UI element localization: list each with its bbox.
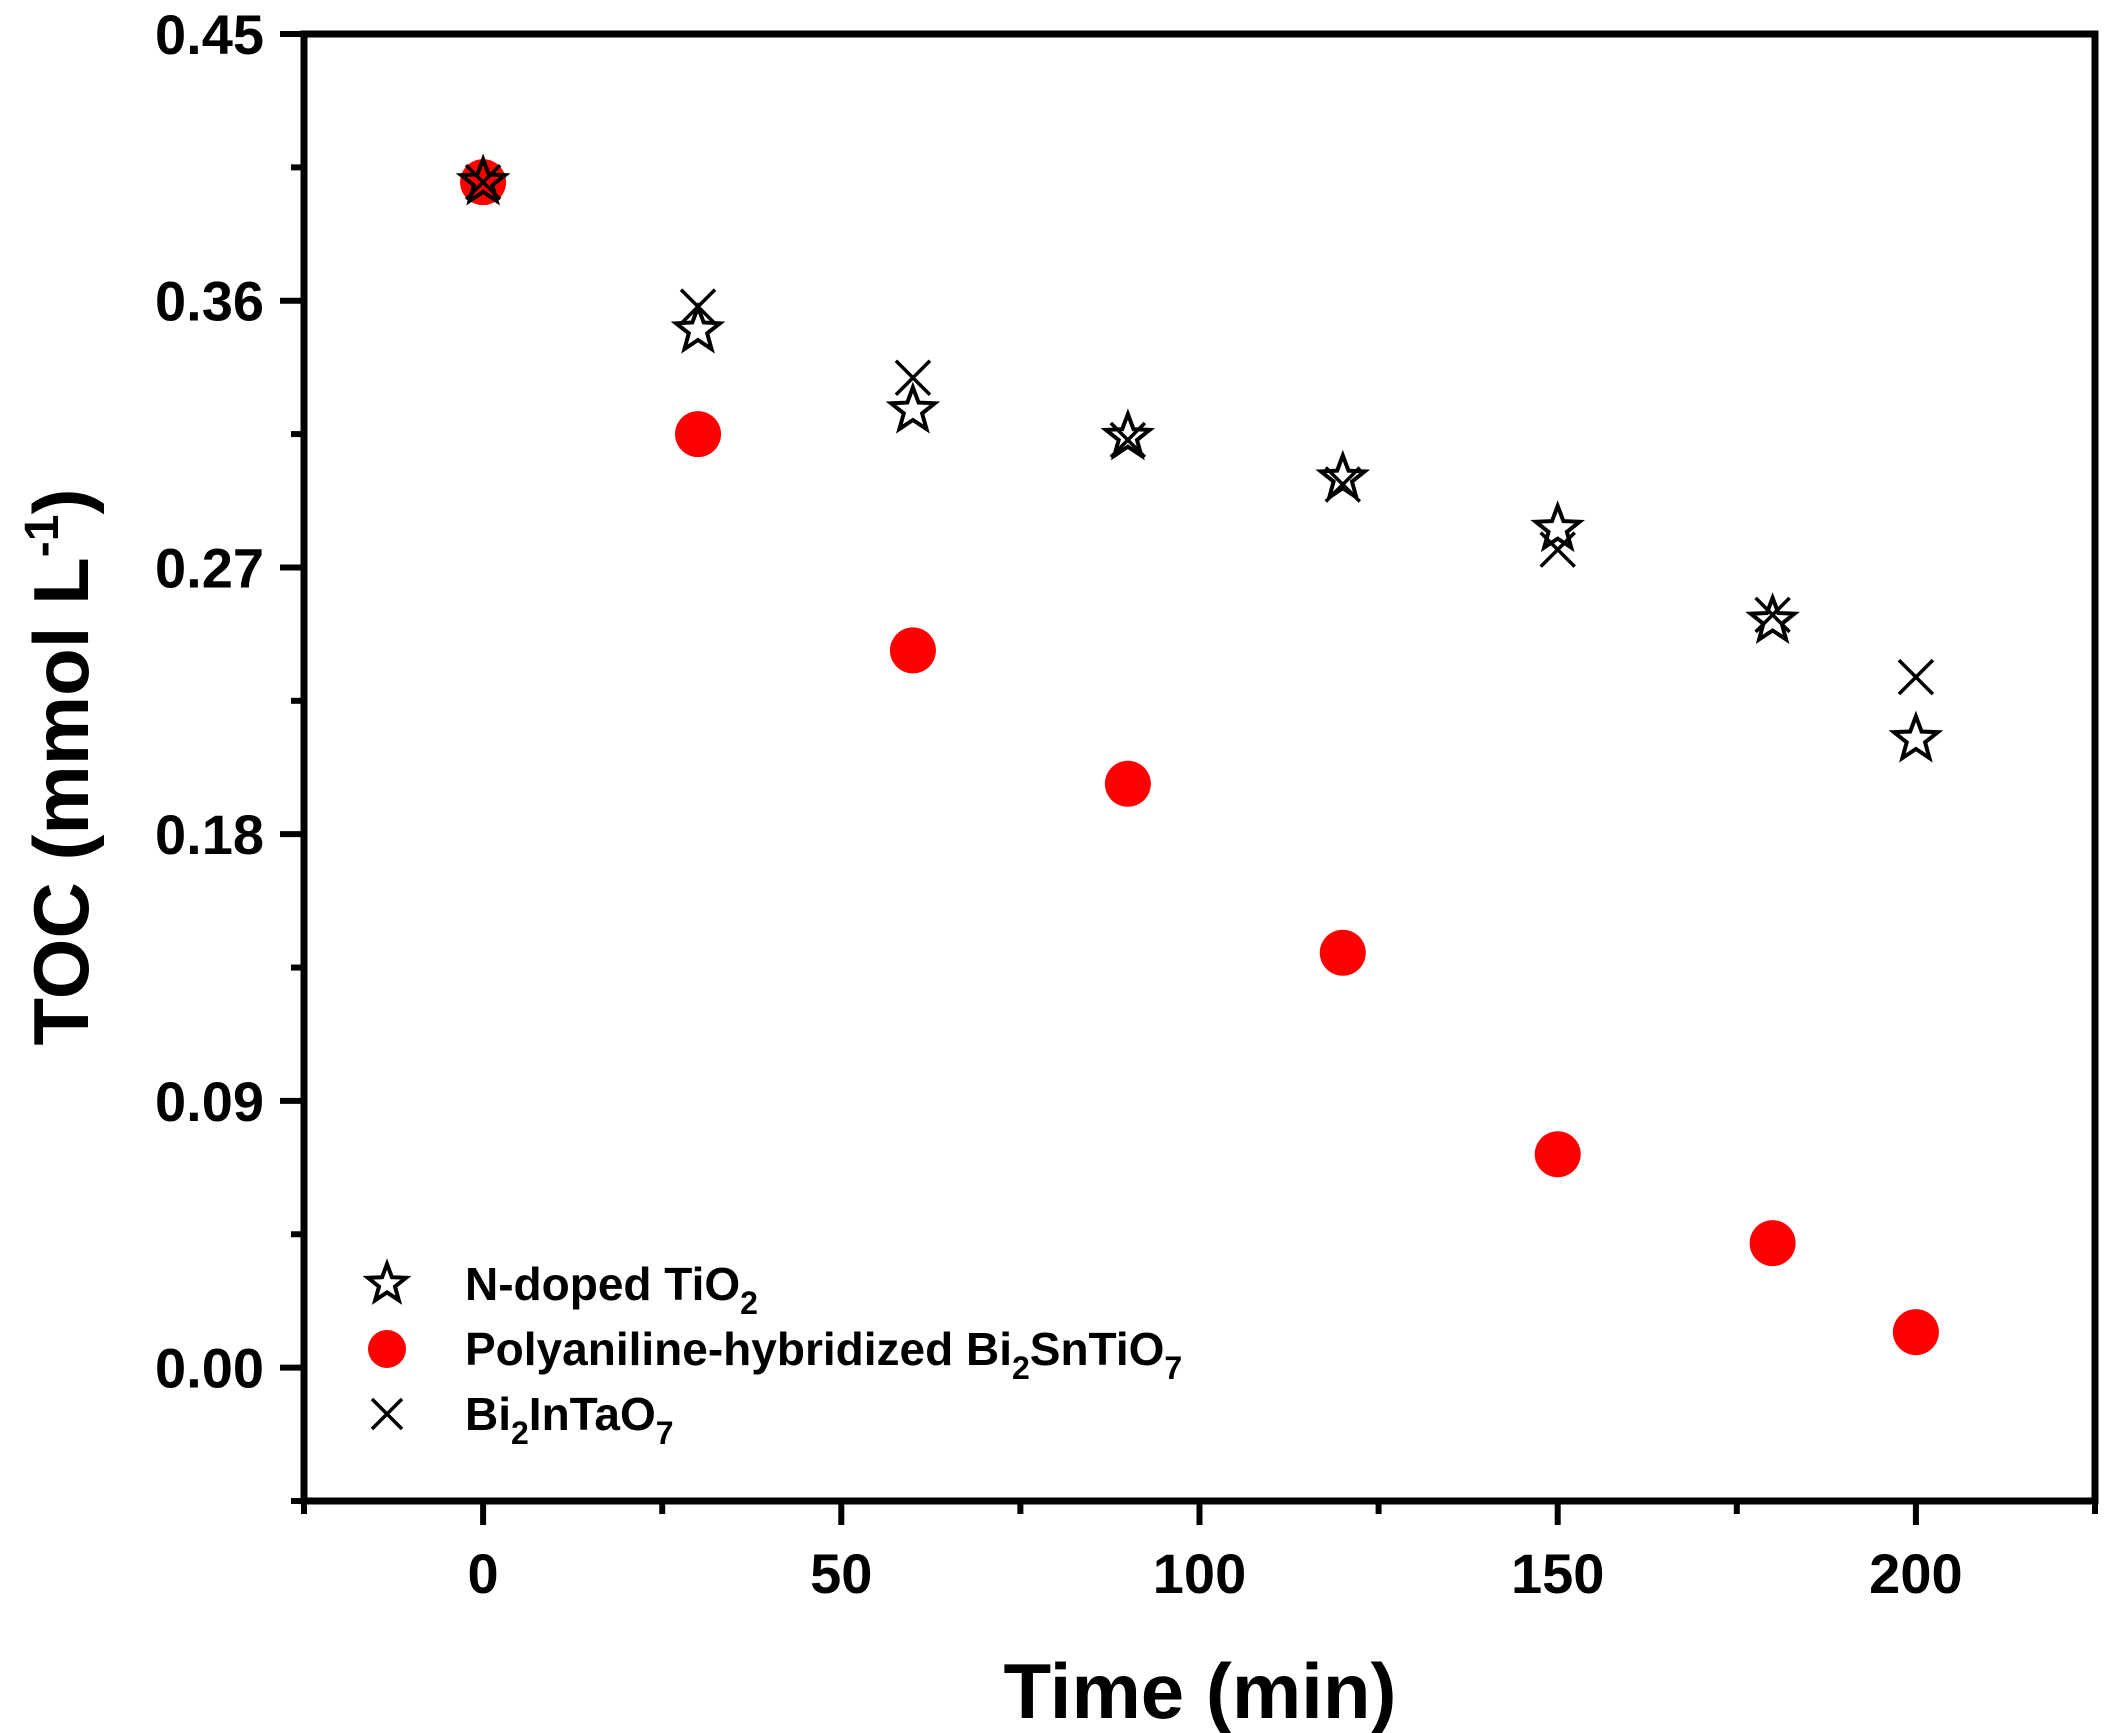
legend-marker-1 [368, 1330, 406, 1368]
x-tick-label-1: 50 [810, 1542, 872, 1605]
plot-markers [455, 153, 1944, 1356]
legend-label-1-part-3: 7 [1164, 1350, 1182, 1386]
series-0-point-4 [1315, 449, 1371, 502]
legend-label-0-part-0: N-doped TiO [465, 1258, 740, 1310]
series-1-point-4 [1319, 929, 1366, 976]
series-1-point-6 [1749, 1220, 1796, 1267]
x-tick-label-0: 0 [468, 1542, 499, 1605]
series-1-point-3 [1104, 760, 1151, 807]
series-2-point-5 [1539, 531, 1576, 568]
legend-label-1: Polyaniline-hybridized Bi2SnTiO7 [465, 1323, 1182, 1386]
series-0 [455, 153, 1944, 763]
legend-label-2-part-0: Bi [465, 1388, 511, 1440]
series-2-point-0 [464, 163, 502, 201]
series-1 [460, 159, 1939, 1356]
y-tick-label-5: 0.45 [155, 3, 264, 66]
legend-label-2-part-2: InTaO [529, 1388, 656, 1440]
series-0-point-0 [455, 153, 511, 206]
x-axis-title: Time (min) [1004, 1647, 1397, 1733]
legend-label-1-part-0: Polyaniline-hybridized Bi [465, 1323, 1012, 1375]
series-1-point-1 [675, 411, 722, 458]
legend-marker-0 [362, 1258, 412, 1305]
series-1-point-7 [1892, 1309, 1939, 1356]
series-2-point-6 [1754, 596, 1791, 634]
y-tick-label-1: 0.09 [155, 1070, 264, 1133]
series-1-point-5 [1534, 1131, 1581, 1178]
series-1-point-2 [889, 627, 936, 674]
y-axis-title-superscript: -1 [16, 515, 69, 558]
series-0-point-5 [1530, 500, 1586, 553]
legend-label-2: Bi2InTaO7 [465, 1388, 674, 1451]
y-tick-label-2: 0.18 [155, 803, 264, 866]
series-0-point-7 [1888, 710, 1944, 763]
x-axis: 0 50 100 150 200 [301, 1501, 2098, 1605]
series-0-point-6 [1745, 592, 1800, 644]
legend-label-0-part-1: 2 [740, 1285, 758, 1321]
x-tick-label-3: 150 [1511, 1542, 1604, 1605]
series-2-point-1 [679, 288, 717, 325]
x-tick-label-4: 200 [1869, 1542, 1962, 1605]
legend-label-0: N-doped TiO2 [465, 1258, 758, 1321]
y-axis: 0.00 0.09 0.18 0.27 0.36 0.45 [155, 3, 304, 1504]
y-tick-label-0: 0.00 [155, 1337, 264, 1400]
series-2-point-3 [1109, 421, 1147, 459]
series-2 [464, 163, 1935, 696]
legend-label-2-part-1: 2 [511, 1415, 529, 1451]
y-tick-label-3: 0.27 [155, 536, 264, 599]
y-axis-title: TOC (mmol L-1) [16, 489, 105, 1046]
series-0-point-3 [1100, 408, 1156, 461]
series-2-point-2 [894, 359, 932, 397]
legend-label-1-part-2: SnTiO [1030, 1323, 1165, 1375]
y-tick-label-4: 0.36 [155, 270, 264, 333]
x-tick-label-2: 100 [1153, 1542, 1246, 1605]
series-0-point-2 [885, 381, 941, 434]
legend-marker-2 [370, 1397, 404, 1431]
series-2-point-4 [1324, 466, 1362, 503]
series-2-point-7 [1897, 658, 1935, 696]
y-axis-title-main: TOC (mmol L [17, 557, 105, 1045]
legend-label-1-part-1: 2 [1012, 1350, 1030, 1386]
legend-label-2-part-3: 7 [656, 1415, 674, 1451]
y-axis-title-suffix: ) [17, 489, 105, 515]
